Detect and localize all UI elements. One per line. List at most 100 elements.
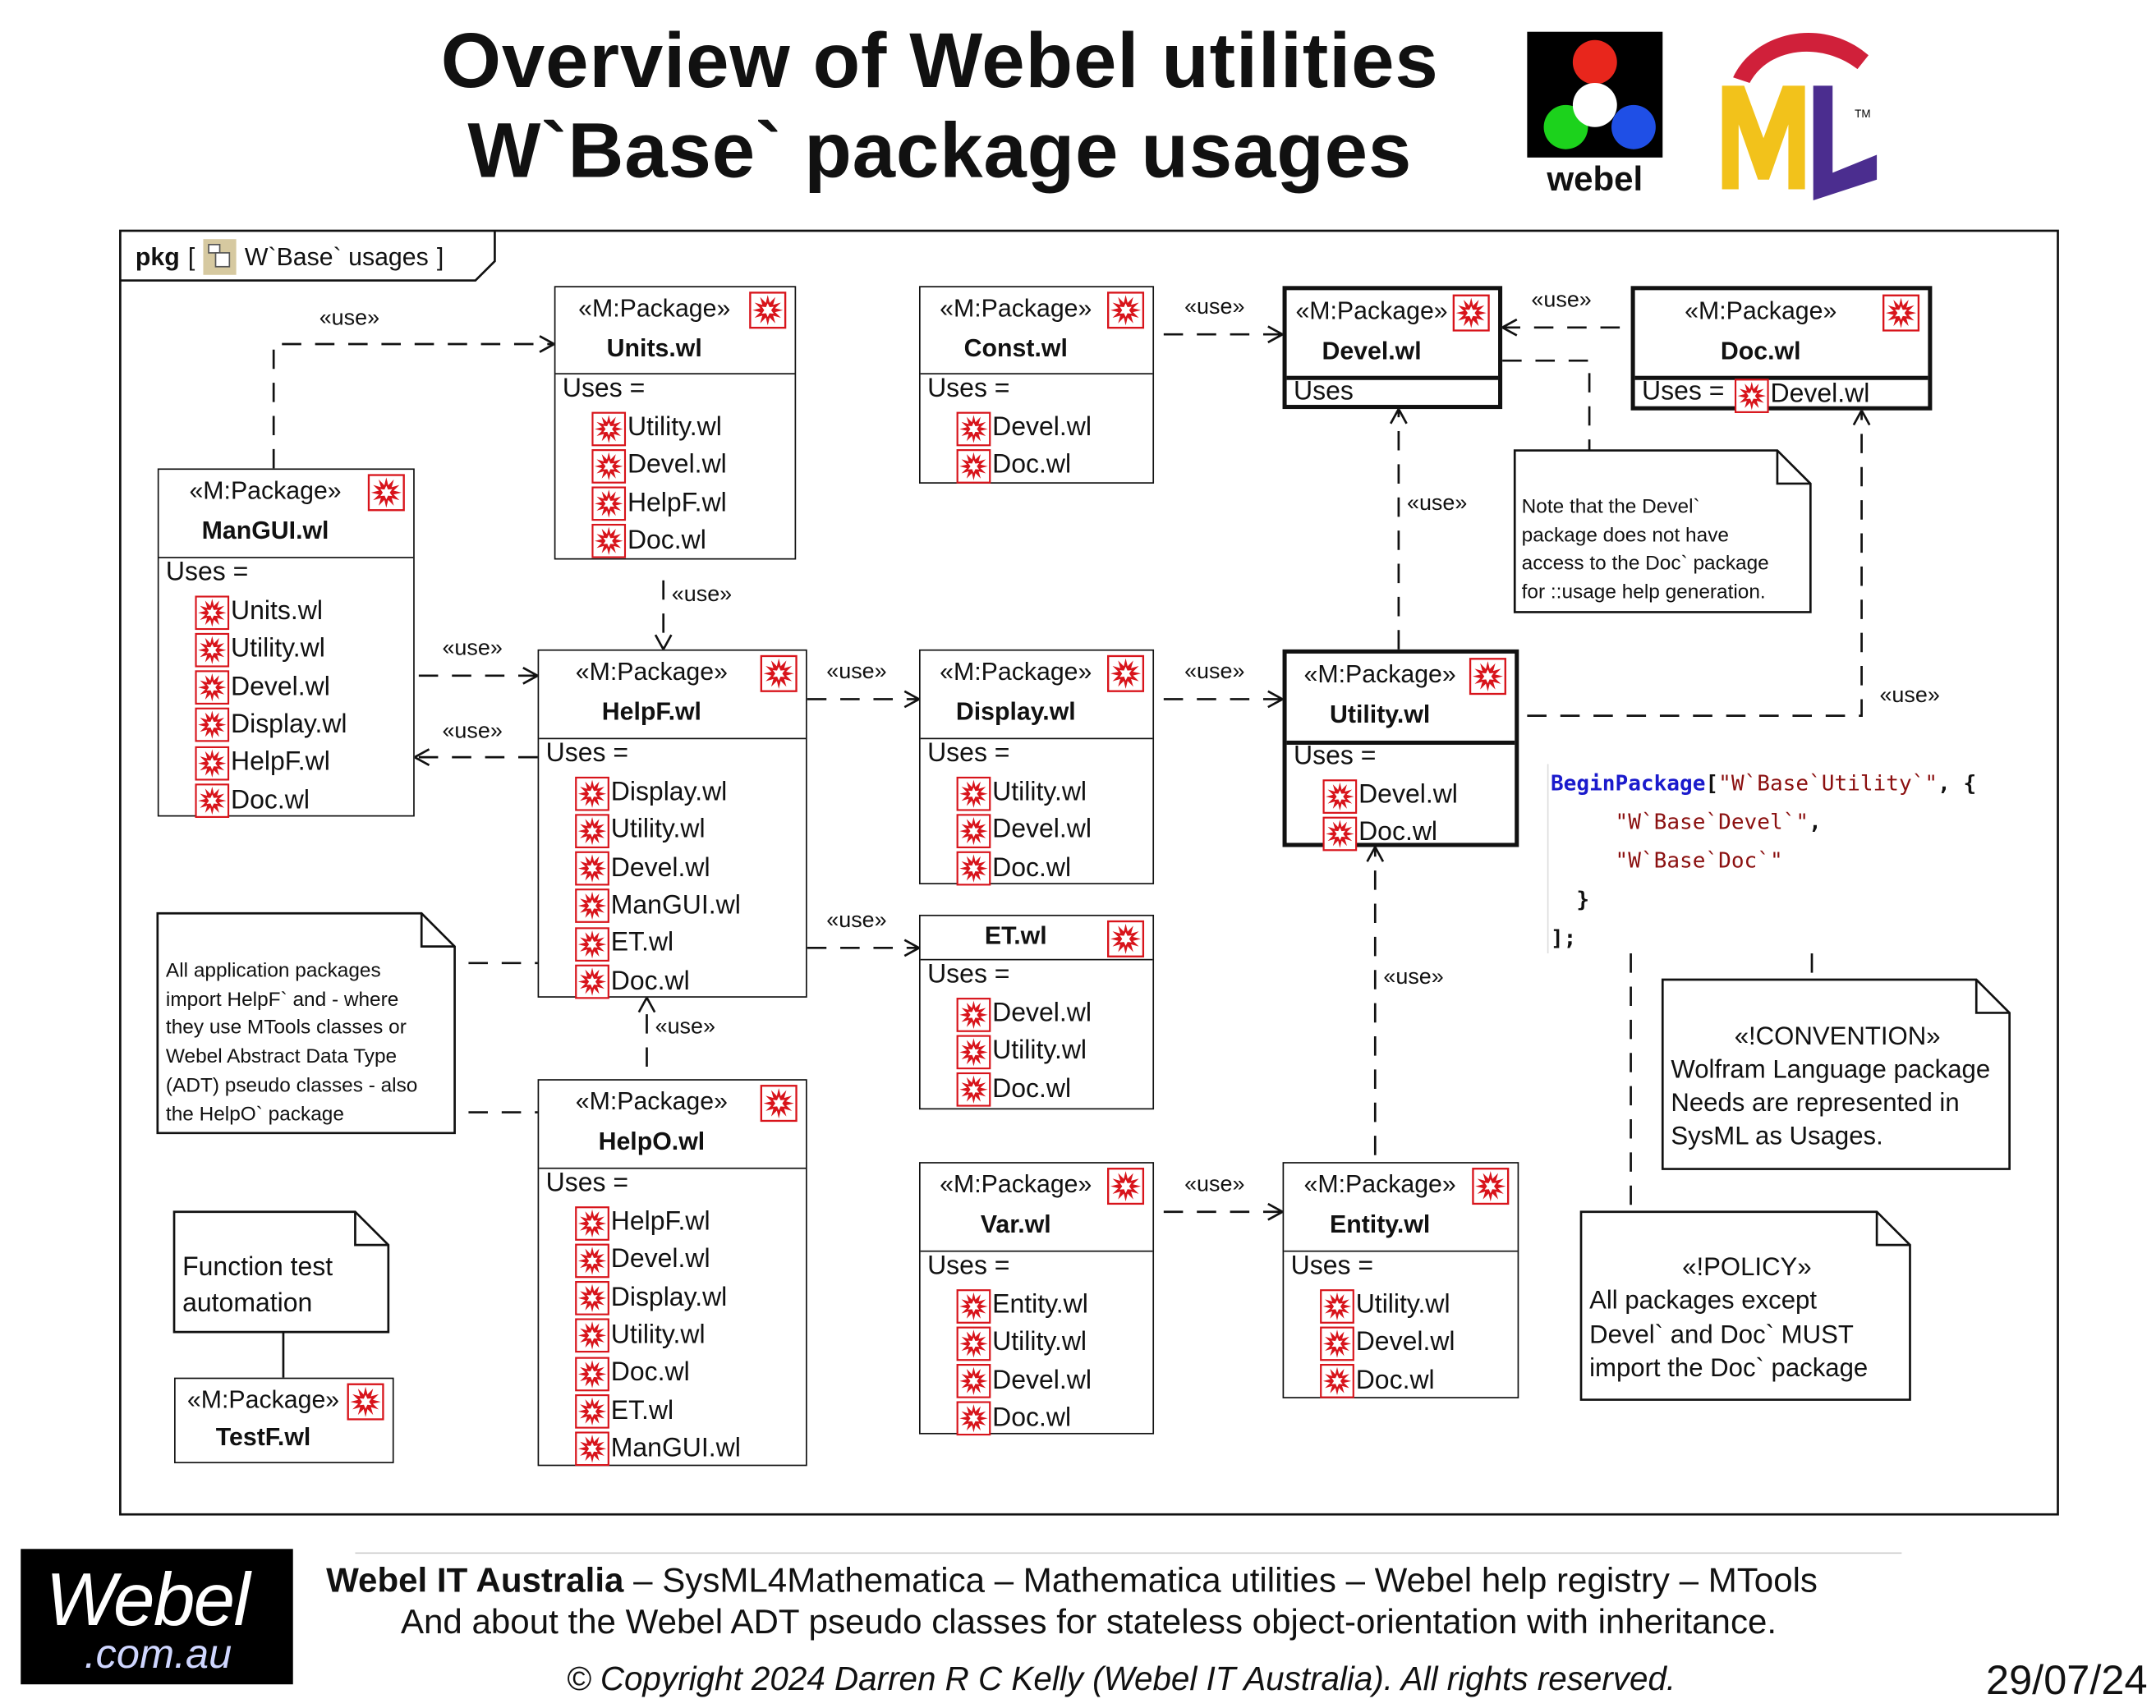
uses-item[interactable]: HelpF.wl: [195, 745, 330, 781]
uses-item-label: Doc.wl: [610, 1358, 690, 1388]
uses-item[interactable]: ManGUI.wl: [575, 1431, 741, 1467]
wolfram-spikey-icon: [956, 851, 991, 886]
package-display[interactable]: «M:Package» Display.wl Uses = Utility.wl Dev…: [918, 649, 1155, 887]
uses-item[interactable]: Devel.wl: [956, 996, 1092, 1032]
uses-item[interactable]: Doc.wl: [195, 783, 310, 819]
package-stereotype: «M:Package»: [940, 1170, 1092, 1198]
wolfram-spikey-icon: [1320, 1288, 1354, 1324]
note-line: they use MTools classes or: [165, 1017, 407, 1040]
webel-logo-text: webel: [1547, 160, 1643, 200]
package-helpo[interactable]: «M:Package» HelpO.wl Uses = HelpF.wl Devel.w…: [537, 1079, 807, 1467]
use-dependency-label: «use»: [442, 636, 503, 661]
uses-item[interactable]: Doc.wl: [1320, 1363, 1435, 1399]
uses-item[interactable]: Display.wl: [575, 1280, 727, 1316]
package-name: Units.wl: [606, 334, 702, 362]
uses-item-label: Utility.wl: [1355, 1290, 1450, 1320]
uses-item[interactable]: Doc.wl: [591, 524, 706, 560]
uses-label: Uses =: [165, 558, 249, 588]
webel-com-au-logo: Webel .com.au: [21, 1549, 293, 1685]
package-doc[interactable]: «M:Package» Doc.wl Uses = Devel.wl: [1630, 286, 1933, 413]
uses-item[interactable]: Doc.wl: [1322, 815, 1437, 852]
uses-item[interactable]: Devel.wl: [1322, 778, 1458, 814]
package-et[interactable]: ET.wl Uses = Devel.wl Utility.wl Doc.wl: [918, 914, 1155, 1110]
package-utility[interactable]: «M:Package» Utility.wl Uses = Devel.wl Doc.w…: [1282, 649, 1519, 852]
uses-item[interactable]: Devel.wl: [956, 813, 1092, 849]
uses-item[interactable]: Entity.wl: [956, 1288, 1088, 1324]
uses-item[interactable]: Doc.wl: [956, 851, 1071, 887]
uses-item-label: Utility.wl: [610, 1320, 706, 1350]
wolfram-spikey-icon: [367, 474, 405, 512]
uses-item[interactable]: Utility.wl: [575, 1318, 706, 1354]
uses-item[interactable]: Devel.wl: [1320, 1325, 1455, 1361]
package-devel[interactable]: «M:Package» Devel.wl Uses: [1282, 286, 1503, 410]
uses-item[interactable]: Doc.wl: [956, 1072, 1071, 1108]
uses-item[interactable]: Devel.wl: [575, 851, 710, 887]
uses-item-label: HelpF.wl: [627, 488, 727, 518]
wolfram-spikey-icon: [575, 1281, 609, 1315]
uses-item-label: ManGUI.wl: [610, 1434, 741, 1463]
package-mangui[interactable]: «M:Package» ManGUI.wl Uses = Units.wl Utilit…: [157, 468, 415, 819]
uses-item[interactable]: HelpF.wl: [575, 1205, 710, 1241]
uses-item[interactable]: Display.wl: [575, 775, 727, 811]
uses-item[interactable]: Utility.wl: [956, 775, 1087, 811]
uses-item[interactable]: Display.wl: [195, 707, 347, 743]
uses-item[interactable]: Units.wl: [195, 595, 323, 631]
code-token: "W`Base`Devel`": [1615, 810, 1809, 835]
wolfram-spikey-icon: [195, 783, 230, 818]
package-testf[interactable]: «M:Package» TestF.wl: [174, 1377, 394, 1463]
uses-item[interactable]: ManGUI.wl: [575, 888, 741, 925]
uses-item[interactable]: Utility.wl: [956, 1034, 1087, 1070]
uses-item[interactable]: Utility.wl: [956, 1325, 1087, 1361]
package-stereotype: «M:Package»: [940, 657, 1092, 686]
uses-label: Uses =: [927, 739, 1010, 769]
uses-item[interactable]: HelpF.wl: [591, 486, 727, 522]
package-stereotype: «M:Package»: [575, 657, 728, 686]
uses-item[interactable]: Utility.wl: [1320, 1288, 1450, 1324]
code-line: "W`Base`Doc`": [1551, 842, 1976, 880]
uses-item-label: HelpF.wl: [231, 747, 330, 777]
uses-item[interactable]: Devel.wl: [591, 448, 727, 484]
code-token: "W`Base`Utility`": [1718, 770, 1938, 797]
uses-item[interactable]: ET.wl: [575, 1393, 673, 1430]
wolfram-spikey-icon: [956, 1364, 991, 1398]
uses-item[interactable]: Doc.wl: [956, 1401, 1071, 1437]
uses-item-label: ET.wl: [610, 1396, 674, 1426]
uses-item[interactable]: Doc.wl: [575, 964, 690, 1000]
uses-item[interactable]: Devel.wl: [956, 1363, 1092, 1399]
wolfram-spikey-icon: [195, 746, 230, 781]
note-line: Needs are represented in: [1671, 1087, 1960, 1117]
package-var[interactable]: «M:Package» Var.wl Uses = Entity.wl Utility.…: [918, 1162, 1155, 1437]
package-name: TestF.wl: [215, 1423, 311, 1451]
package-const[interactable]: «M:Package» Const.wl Uses = Devel.wl Doc.wl: [918, 286, 1155, 484]
uses-item[interactable]: ET.wl: [575, 926, 673, 962]
uses-item[interactable]: Utility.wl: [575, 813, 706, 849]
uses-item[interactable]: Devel.wl: [956, 411, 1092, 447]
uses-item[interactable]: Doc.wl: [575, 1356, 690, 1392]
webel-circles-icon: [1543, 39, 1656, 149]
uses-item[interactable]: Devel.wl: [195, 669, 330, 705]
note-line: import HelpF` and - where: [165, 989, 399, 1012]
uses-item[interactable]: Utility.wl: [591, 411, 722, 447]
uses-item-label: HelpF.wl: [610, 1207, 710, 1237]
wolfram-spikey-icon: [591, 448, 627, 484]
package-header: «M:Package» HelpF.wl: [539, 651, 807, 740]
arrowhead-icon: [903, 939, 922, 957]
uses-item[interactable]: Devel.wl: [575, 1242, 710, 1279]
wolfram-spikey-icon: [956, 411, 991, 446]
wolfram-spikey-icon: [749, 292, 787, 329]
note-line: automation: [182, 1288, 313, 1319]
uses-item[interactable]: Devel.wl: [1734, 377, 1869, 413]
package-units[interactable]: «M:Package» Units.wl Uses = Utility.wl Devel…: [554, 286, 797, 560]
wolfram-spikey-icon: [956, 448, 991, 484]
wolfram-spikey-icon: [1107, 1168, 1145, 1205]
uses-item[interactable]: Utility.wl: [195, 631, 325, 668]
package-helpf[interactable]: «M:Package» HelpF.wl Uses = Display.wl Utili…: [537, 649, 807, 1000]
uses-item[interactable]: Doc.wl: [956, 448, 1071, 484]
note-line: All packages except: [1589, 1285, 1817, 1315]
package-entity[interactable]: «M:Package» Entity.wl Uses = Utility.wl Deve…: [1282, 1162, 1519, 1399]
note-stereotype: «!POLICY»: [1682, 1251, 1812, 1281]
wolfram-spikey-icon: [575, 1205, 609, 1241]
diagram-frame: [119, 229, 2059, 1516]
frame-tab: [120, 231, 496, 282]
uses-label: Uses =: [1290, 1251, 1374, 1281]
